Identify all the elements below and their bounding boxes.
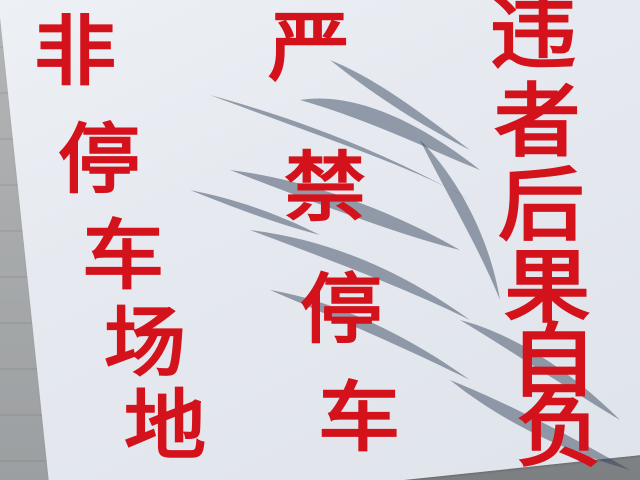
char-fu: 负 bbox=[516, 385, 603, 478]
char-ting-2: 停 bbox=[300, 265, 383, 354]
char-ting: 停 bbox=[58, 115, 141, 204]
char-zhe: 者 bbox=[494, 75, 581, 168]
char-fei: 非 bbox=[34, 7, 117, 96]
char-wei: 违 bbox=[490, 0, 577, 80]
char-che-2: 车 bbox=[318, 373, 401, 462]
char-hou: 后 bbox=[498, 159, 585, 252]
char-jin: 禁 bbox=[284, 143, 367, 232]
char-zi: 自 bbox=[510, 315, 597, 408]
char-yan: 严 bbox=[268, 3, 351, 92]
char-di: 地 bbox=[124, 381, 207, 470]
char-chang: 场 bbox=[104, 298, 187, 387]
char-che: 车 bbox=[82, 211, 165, 300]
char-guo: 果 bbox=[504, 241, 591, 334]
